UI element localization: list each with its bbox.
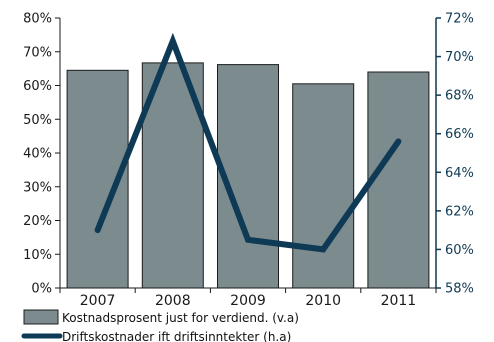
x-axis-tick-label: 2011 — [381, 293, 417, 309]
right-axis-tick-label: 66% — [445, 127, 474, 142]
right-axis-tick-label: 68% — [445, 89, 474, 104]
right-axis-tick-label: 58% — [445, 282, 474, 297]
bar-2011 — [367, 71, 430, 289]
left-axis-tick-label: 40% — [23, 147, 52, 162]
left-axis-tick-label: 30% — [23, 180, 52, 195]
left-axis-tick-label: 80% — [23, 12, 52, 27]
left-axis-tick-label: 20% — [23, 214, 52, 229]
bar-2010 — [292, 83, 355, 289]
x-axis-tick-label: 2008 — [155, 293, 191, 309]
x-axis-tick-label: 2010 — [305, 293, 341, 309]
right-axis-tick-label: 70% — [445, 50, 474, 65]
right-axis-tick-label: 64% — [445, 166, 474, 181]
left-axis-tick-label: 60% — [23, 79, 52, 94]
line-point-2007 — [97, 229, 99, 231]
line-point-2008 — [172, 40, 174, 42]
right-axis-tick-label: 72% — [445, 12, 474, 27]
line-point-2009 — [247, 239, 249, 241]
left-axis-tick-label: 70% — [23, 45, 52, 60]
left-axis-tick-label: 50% — [23, 113, 52, 128]
x-axis-tick-label: 2009 — [230, 293, 266, 309]
x-axis-tick-label: 2007 — [80, 293, 116, 309]
left-axis-tick-label: 10% — [23, 248, 52, 263]
legend-bar-swatch — [23, 309, 59, 325]
right-axis-tick-label: 60% — [445, 243, 474, 258]
line-point-2010 — [322, 248, 324, 250]
legend-line-label: Driftskostnader ift driftsinntekter (h.a… — [62, 330, 291, 342]
bar-2009 — [217, 64, 279, 289]
right-axis-tick-label: 62% — [445, 204, 474, 219]
legend-bar-label: Kostnadsprosent just for verdiend. (v.a) — [62, 311, 299, 325]
line-point-2011 — [397, 140, 399, 142]
left-axis-tick-label: 0% — [31, 282, 52, 297]
